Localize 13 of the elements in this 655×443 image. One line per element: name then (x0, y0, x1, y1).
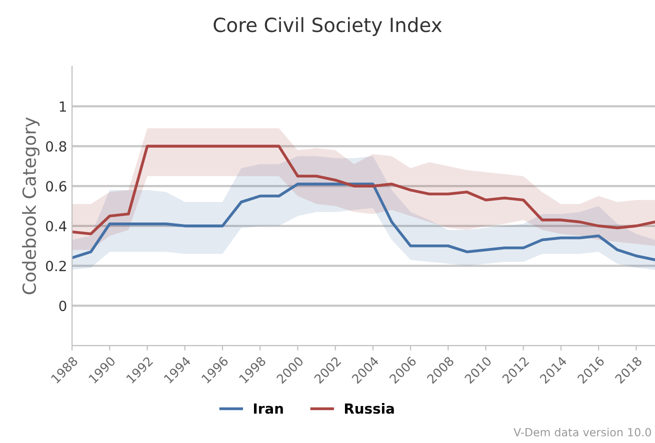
y-tick-label: 0.6 (46, 181, 66, 192)
y-tick-label: 0.8 (46, 141, 66, 152)
legend-label: Russia (344, 403, 394, 414)
line-series (72, 144, 655, 236)
y-tick-label: 0 (59, 300, 66, 312)
chart-title: Core Civil Society Index (214, 17, 442, 36)
y-tick-label: 0.2 (46, 260, 66, 272)
y-axis-title: Codebook Category (22, 117, 40, 294)
line-series (72, 182, 655, 262)
y-tick-label: 1 (60, 101, 66, 112)
legend-label: Iran (254, 403, 283, 414)
text: V-Dem data version 10.0 (514, 428, 651, 436)
y-tick-label: 0.4 (46, 220, 66, 232)
